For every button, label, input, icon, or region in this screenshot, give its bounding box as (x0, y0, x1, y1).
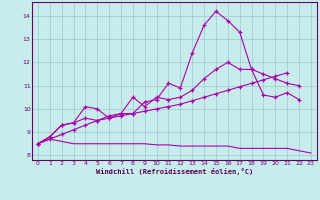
X-axis label: Windchill (Refroidissement éolien,°C): Windchill (Refroidissement éolien,°C) (96, 168, 253, 175)
